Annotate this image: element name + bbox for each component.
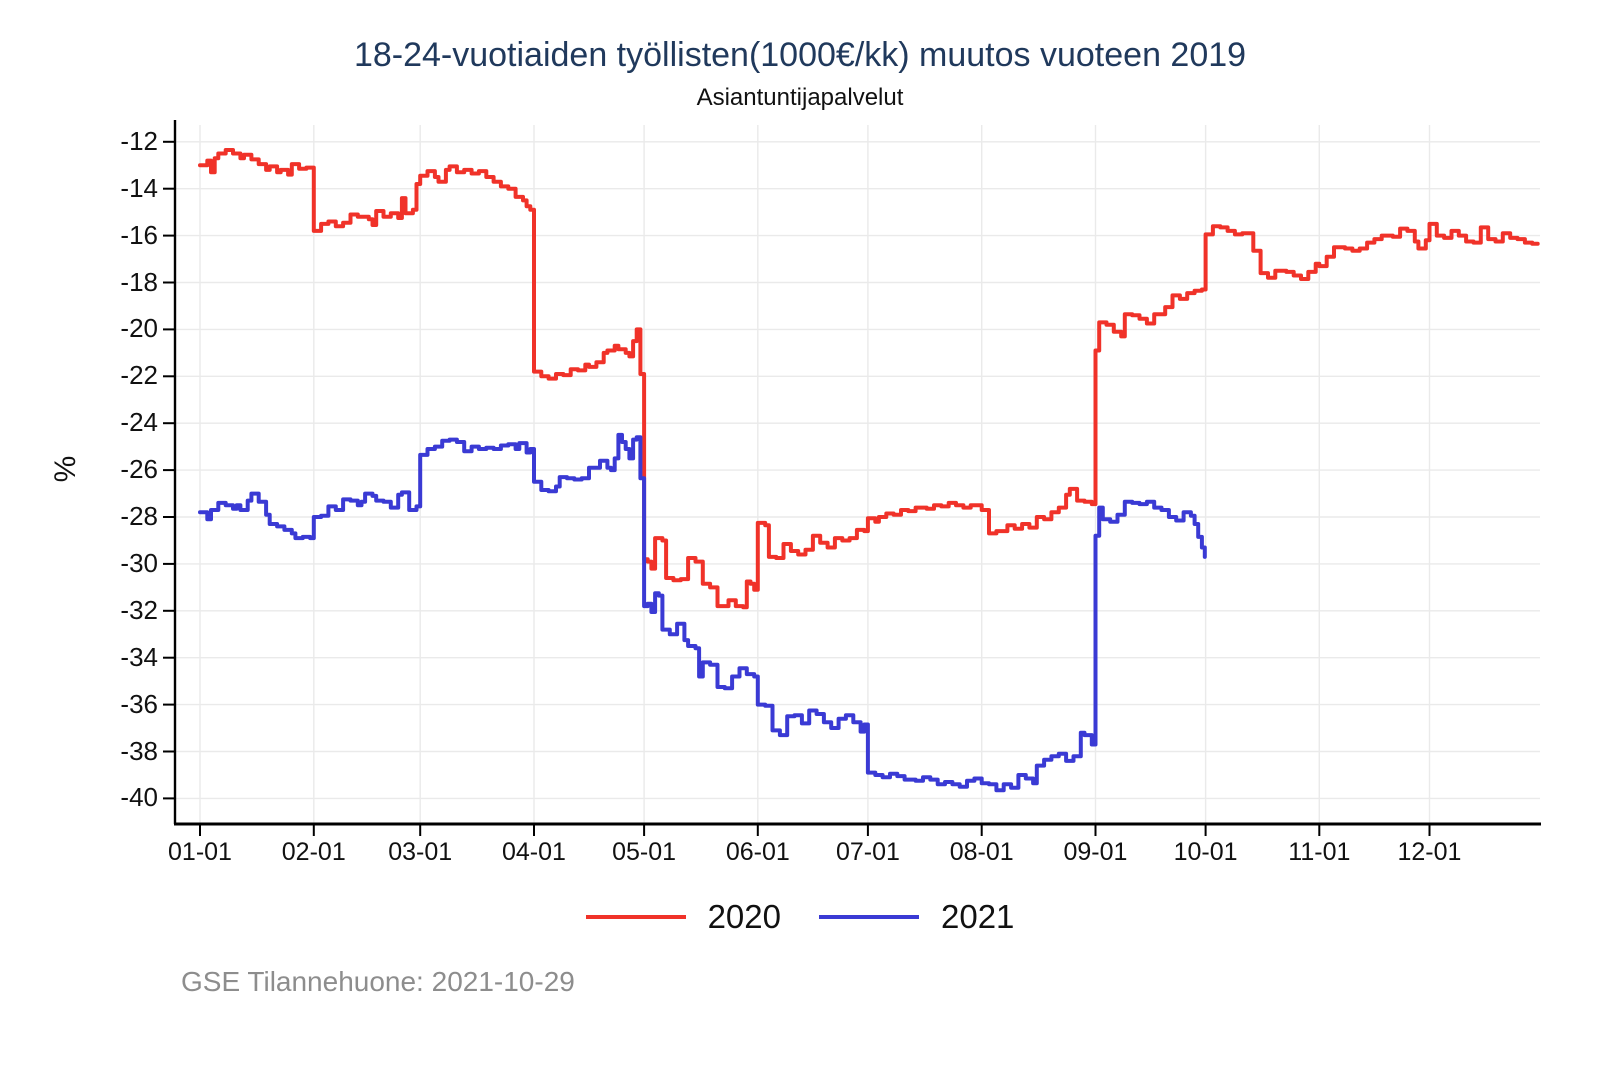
x-tick-label: 05-01 xyxy=(612,838,677,866)
y-tick-label: -38 xyxy=(120,735,158,766)
y-tick-label: -14 xyxy=(120,172,158,203)
y-tick-label: -40 xyxy=(120,782,158,813)
y-tick-label: -32 xyxy=(120,594,158,625)
legend-line-2021 xyxy=(819,915,919,919)
y-tick-label: -36 xyxy=(120,688,158,719)
y-tick-label: -26 xyxy=(120,454,158,485)
legend-line-2020 xyxy=(585,915,686,919)
source-caption: GSE Tilannehuone: 2021-10-29 xyxy=(181,966,575,997)
x-tick-label: 03-01 xyxy=(388,838,453,866)
x-tick-label: 02-01 xyxy=(281,838,346,866)
y-tick-label: -12 xyxy=(120,125,158,156)
y-tick-label: -18 xyxy=(120,266,158,297)
x-tick-label: 12-01 xyxy=(1397,838,1462,866)
series-2020-line xyxy=(198,148,1540,610)
x-tick-label: 04-01 xyxy=(501,838,566,866)
x-tick-label: 10-01 xyxy=(1173,838,1238,866)
legend-label-2021: 2021 xyxy=(941,898,1015,935)
legend-item-2020: 2020 xyxy=(585,898,781,936)
y-tick-label: -24 xyxy=(120,407,158,438)
chart-subtitle: Asiantuntijapalvelut xyxy=(696,84,904,111)
y-tick-label: -34 xyxy=(120,641,158,672)
y-tick-label: -20 xyxy=(120,313,158,344)
x-tick-label: 07-01 xyxy=(835,838,900,866)
series-2021-line xyxy=(198,432,1207,793)
x-tick-label: 11-01 xyxy=(1288,838,1351,866)
chart-title: 18-24-vuotiaiden työllisten(1000€/kk) mu… xyxy=(353,36,1247,74)
y-tick-label: -16 xyxy=(120,219,158,250)
x-tick-label: 06-01 xyxy=(725,838,790,866)
legend: 2020 2021 xyxy=(0,898,1600,936)
y-tick-label: -22 xyxy=(120,360,158,391)
y-tick-label: -30 xyxy=(120,547,158,578)
x-tick-label: 08-01 xyxy=(949,838,1014,866)
x-tick-label: 09-01 xyxy=(1063,838,1128,866)
legend-label-2020: 2020 xyxy=(707,898,781,935)
legend-item-2021: 2021 xyxy=(819,898,1014,936)
y-tick-label: -28 xyxy=(120,501,158,531)
x-tick-label: 01-01 xyxy=(168,838,232,866)
